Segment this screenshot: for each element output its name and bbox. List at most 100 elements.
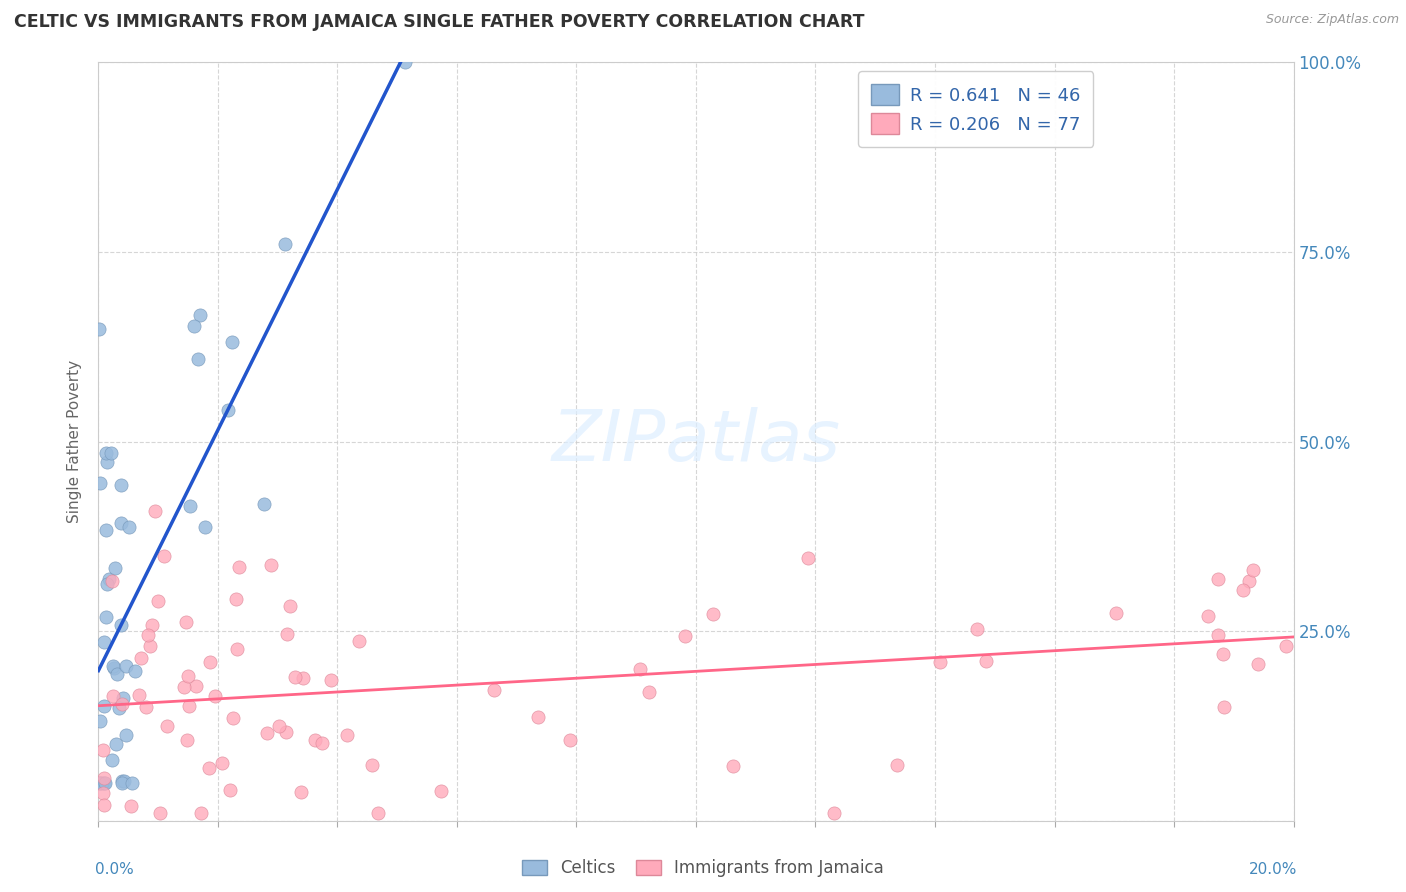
Point — [176, 733, 198, 747]
Point — [527, 709, 550, 723]
Point — [94, 446, 117, 460]
Point — [482, 683, 505, 698]
Text: ZIPatlas: ZIPatlas — [551, 407, 841, 476]
Point — [269, 719, 291, 733]
Point — [118, 519, 141, 533]
Point — [928, 656, 950, 670]
Point — [228, 559, 250, 574]
Point — [886, 757, 908, 772]
Point — [96, 577, 118, 591]
Y-axis label: Single Father Poverty: Single Father Poverty — [67, 360, 83, 523]
Point — [194, 519, 217, 533]
Point — [187, 351, 209, 366]
Point — [274, 724, 297, 739]
Point — [198, 761, 221, 775]
Point — [105, 667, 128, 681]
Point — [100, 445, 122, 459]
Point — [89, 776, 111, 790]
Point — [124, 665, 146, 679]
Point — [225, 592, 247, 607]
Point — [1275, 639, 1298, 653]
Point — [1237, 574, 1260, 588]
Point — [177, 669, 200, 683]
Point — [111, 776, 134, 790]
Point — [558, 732, 581, 747]
Point — [89, 776, 111, 790]
Point — [284, 670, 307, 684]
Point — [253, 497, 276, 511]
Point — [304, 733, 326, 747]
Point — [112, 773, 135, 788]
Point — [1232, 583, 1254, 598]
Point — [702, 607, 724, 621]
Point — [91, 786, 114, 800]
Point — [93, 776, 115, 790]
Point — [103, 661, 125, 675]
Point — [1105, 606, 1128, 620]
Point — [177, 698, 200, 713]
Point — [276, 627, 298, 641]
Point — [174, 615, 197, 630]
Point — [823, 806, 845, 821]
Point — [121, 776, 143, 790]
Point — [291, 671, 314, 685]
Text: CELTIC VS IMMIGRANTS FROM JAMAICA SINGLE FATHER POVERTY CORRELATION CHART: CELTIC VS IMMIGRANTS FROM JAMAICA SINGLE… — [14, 13, 865, 31]
Point — [222, 711, 245, 725]
Point — [111, 697, 134, 711]
Point — [115, 658, 138, 673]
Point — [129, 650, 152, 665]
Point — [188, 308, 211, 322]
Point — [198, 655, 221, 669]
Point — [184, 679, 207, 693]
Point — [1197, 609, 1219, 624]
Point — [218, 783, 240, 797]
Point — [173, 680, 195, 694]
Point — [100, 574, 122, 588]
Point — [108, 701, 131, 715]
Point — [190, 806, 212, 821]
Point — [179, 499, 201, 513]
Point — [110, 516, 132, 531]
Point — [89, 714, 111, 729]
Point — [93, 698, 115, 713]
Point — [101, 658, 124, 673]
Point — [93, 798, 115, 813]
Point — [89, 322, 111, 336]
Point — [96, 455, 118, 469]
Point — [89, 476, 111, 491]
Text: 0.0%: 0.0% — [94, 863, 134, 878]
Point — [110, 478, 132, 492]
Point — [1206, 572, 1229, 586]
Point — [120, 798, 142, 813]
Point — [103, 689, 125, 703]
Point — [673, 629, 696, 643]
Point — [146, 593, 169, 607]
Point — [1212, 699, 1234, 714]
Point — [628, 662, 651, 676]
Point — [149, 806, 172, 821]
Point — [96, 523, 118, 537]
Point — [319, 673, 342, 687]
Point — [183, 319, 205, 334]
Point — [112, 690, 135, 705]
Legend: R = 0.641   N = 46, R = 0.206   N = 77: R = 0.641 N = 46, R = 0.206 N = 77 — [858, 71, 1094, 146]
Point — [136, 628, 159, 642]
Point — [114, 728, 136, 742]
Point — [128, 688, 150, 702]
Point — [1212, 648, 1234, 662]
Point — [367, 806, 389, 821]
Point — [101, 753, 124, 767]
Point — [94, 776, 117, 790]
Point — [93, 634, 115, 648]
Point — [394, 55, 416, 70]
Point — [97, 572, 120, 586]
Point — [1247, 657, 1270, 671]
Point — [430, 784, 453, 798]
Point — [225, 642, 247, 657]
Point — [1206, 628, 1229, 642]
Point — [104, 738, 127, 752]
Point — [259, 558, 281, 572]
Point — [156, 719, 179, 733]
Point — [110, 617, 132, 632]
Point — [104, 561, 127, 575]
